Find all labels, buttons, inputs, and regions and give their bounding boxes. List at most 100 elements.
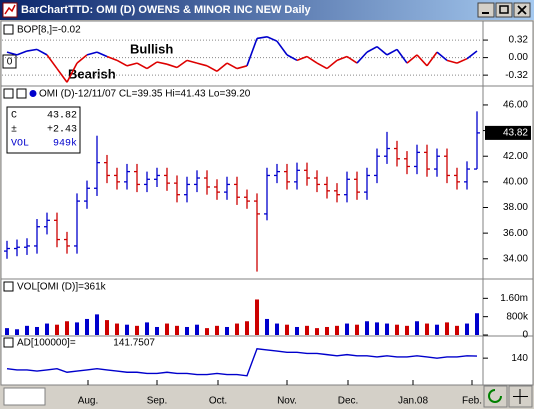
- volume-bar: [435, 324, 439, 335]
- volume-bar: [115, 323, 119, 335]
- line-segment: [216, 62, 228, 72]
- close-glyph: [517, 5, 527, 15]
- volume-bar: [475, 313, 479, 335]
- y-tick-label: 38.00: [503, 202, 528, 213]
- y-tick-label: 0.32: [509, 35, 529, 46]
- line-segment: [416, 54, 428, 67]
- annotation: Bearish: [68, 66, 116, 81]
- x-tick-label: Oct.: [209, 396, 227, 407]
- info-value: +2.43: [47, 125, 77, 136]
- volume-bar: [65, 321, 69, 335]
- y-tick-label: 800k: [506, 311, 529, 322]
- line-segment: [66, 62, 78, 83]
- volume-bar: [55, 324, 59, 335]
- line-segment: [326, 59, 338, 70]
- info-value: 949k: [53, 138, 77, 150]
- line-segment: [336, 55, 348, 62]
- line-segment: [186, 59, 198, 64]
- volume-bar: [195, 324, 199, 335]
- line-segment: [256, 36, 268, 40]
- line-segment: [226, 62, 238, 70]
- volume-bar: [235, 323, 239, 335]
- info-label: ±: [11, 125, 17, 136]
- line-segment: [236, 65, 248, 70]
- line-segment: [116, 59, 128, 67]
- line-segment: [266, 36, 278, 42]
- volume-bar: [295, 326, 299, 335]
- volume-bar: [25, 325, 29, 335]
- x-tick-label: Dec.: [338, 396, 359, 407]
- line-segment: [56, 68, 68, 83]
- annotation: Bullish: [130, 41, 173, 56]
- volume-bar: [355, 324, 359, 335]
- volume-bar: [305, 325, 309, 335]
- zero-label: 0: [7, 57, 13, 68]
- volume-bar: [5, 328, 9, 335]
- refresh-button[interactable]: [483, 385, 508, 408]
- line-segment: [206, 65, 218, 73]
- line-segment: [306, 55, 318, 64]
- y-tick-label: 0.00: [509, 52, 529, 63]
- volume-bar: [175, 325, 179, 335]
- zero-marker: [2, 54, 17, 69]
- info-label: VOL: [11, 139, 29, 150]
- volume-bar: [45, 323, 49, 335]
- volume-bar: [215, 325, 219, 335]
- y-tick-label: 36.00: [503, 228, 528, 239]
- volume-bar: [415, 321, 419, 335]
- volume-bar: [365, 321, 369, 335]
- x-tick-label: Feb.: [462, 396, 482, 407]
- volume-bar: [285, 324, 289, 335]
- line-segment: [86, 51, 98, 56]
- panel-icon: [3, 24, 14, 35]
- ad-header: AD[100000]=: [17, 338, 76, 349]
- refresh-glyph: [488, 389, 502, 403]
- line-segment: [316, 62, 328, 70]
- last-price-label: 43.82: [503, 128, 528, 139]
- series-icon: [29, 90, 37, 97]
- volume-header: VOL[OMI (D)]=361k: [17, 282, 107, 293]
- volume-bar: [35, 326, 39, 335]
- line-segment: [456, 57, 468, 64]
- volume-bar: [335, 325, 339, 335]
- line-segment: [196, 62, 208, 67]
- volume-bar: [255, 299, 259, 335]
- line-segment: [276, 40, 288, 56]
- line-segment: [166, 63, 178, 69]
- line-segment: [296, 55, 308, 62]
- x-tick-label: Sep.: [147, 396, 168, 407]
- maximize-button[interactable]: [495, 2, 513, 18]
- line-segment: [96, 51, 108, 58]
- x-tick-label: Nov.: [277, 396, 297, 407]
- price-header: OMI (D)-12/11/07 CL=39.35 Hi=41.43 Lo=39…: [39, 89, 251, 100]
- volume-bar: [85, 318, 89, 335]
- panel-icon: [3, 281, 14, 292]
- line-segment: [176, 59, 188, 69]
- volume-bar: [325, 326, 329, 335]
- command-input[interactable]: [3, 387, 46, 406]
- window-buttons: [477, 2, 531, 18]
- line-segment: [156, 61, 168, 65]
- volume-bar: [135, 325, 139, 335]
- line-segment: [136, 62, 148, 70]
- y-tick-label: 140: [511, 353, 528, 364]
- volume-bar: [15, 329, 19, 335]
- line-segment: [376, 46, 388, 56]
- line-segment: [386, 48, 398, 56]
- volume-bar: [75, 322, 79, 335]
- volume-bar: [405, 325, 409, 335]
- volume-bar: [275, 323, 279, 335]
- app-icon-glyph: [4, 4, 16, 15]
- volume-bar: [445, 322, 449, 335]
- y-tick-label: 40.00: [503, 176, 528, 187]
- line-segment: [346, 55, 358, 64]
- volume-bar: [165, 323, 169, 335]
- line-segment: [106, 55, 118, 62]
- line-segment: [406, 54, 418, 64]
- minimize-button[interactable]: [477, 2, 495, 18]
- volume-bar: [455, 325, 459, 335]
- volume-bar: [345, 323, 349, 335]
- line-segment: [76, 54, 88, 64]
- volume-bar: [155, 326, 159, 335]
